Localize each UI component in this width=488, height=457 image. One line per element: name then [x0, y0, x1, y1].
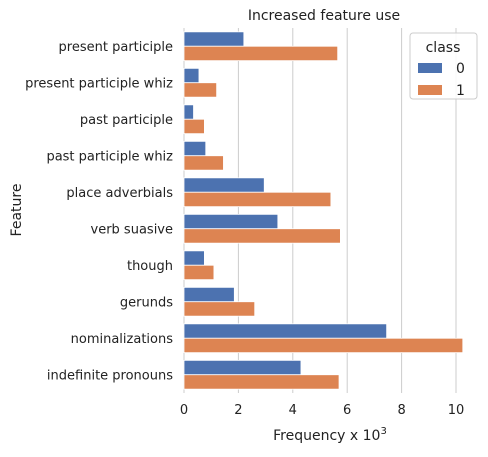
chart-title: Increased feature use — [248, 8, 400, 24]
x-tick-label: 4 — [289, 403, 297, 418]
bar-class-0 — [183, 104, 194, 120]
bar-class-1 — [183, 191, 332, 208]
x-tick-label: 10 — [448, 403, 465, 418]
y-tick-label: place adverbials — [66, 186, 173, 201]
y-tick-label: present participle — [59, 40, 173, 55]
legend: class 01 — [409, 32, 478, 100]
bar-class-1 — [183, 374, 340, 390]
bar-class-1 — [183, 301, 256, 317]
bar-class-1 — [183, 155, 224, 171]
x-tick-label: 2 — [234, 403, 242, 418]
bar-class-0 — [183, 67, 200, 84]
y-tick-label: though — [127, 259, 173, 274]
legend-items: 01 — [418, 61, 465, 99]
bar-class-0 — [183, 359, 302, 376]
bars — [183, 31, 464, 390]
bar-class-1 — [183, 118, 205, 135]
bar-class-0 — [183, 323, 388, 339]
bar-class-1 — [183, 264, 215, 281]
y-tick-label: past participle — [80, 113, 173, 128]
legend-swatch-class-0 — [418, 63, 442, 73]
x-tick-labels: 0 2 4 6 8 10 — [180, 403, 464, 418]
y-tick-label: nominalizations — [71, 332, 174, 347]
legend-label-class-0: 0 — [456, 61, 465, 77]
x-axis-label: Frequency x 103 — [273, 426, 387, 444]
legend-label-class-1: 1 — [456, 83, 465, 99]
bar-class-0 — [183, 31, 245, 47]
bar-class-1 — [183, 337, 464, 354]
legend-title: class — [426, 40, 461, 56]
y-tick-label: present participle whiz — [25, 76, 173, 91]
bar-class-0 — [183, 286, 235, 303]
bar-class-1 — [183, 82, 218, 98]
bar-class-1 — [183, 45, 339, 62]
y-tick-label: indefinite pronouns — [47, 368, 173, 383]
y-axis-label: Feature — [9, 184, 25, 237]
legend-swatch-class-1 — [418, 85, 442, 95]
bar-class-0 — [183, 213, 279, 230]
x-tick-label: 0 — [180, 403, 188, 418]
y-tick-label: gerunds — [120, 295, 173, 310]
x-tick-label: 6 — [343, 403, 351, 418]
x-tick-label: 8 — [397, 403, 405, 418]
bar-class-0 — [183, 140, 207, 157]
y-tick-labels: present participle present participle whi… — [25, 40, 173, 384]
bar-class-0 — [183, 177, 265, 193]
bar-class-0 — [183, 250, 205, 266]
legend-box — [409, 32, 478, 100]
y-tick-label: past participle whiz — [46, 149, 173, 164]
y-tick-label: verb suasive — [91, 222, 173, 237]
bar-class-1 — [183, 228, 341, 244]
